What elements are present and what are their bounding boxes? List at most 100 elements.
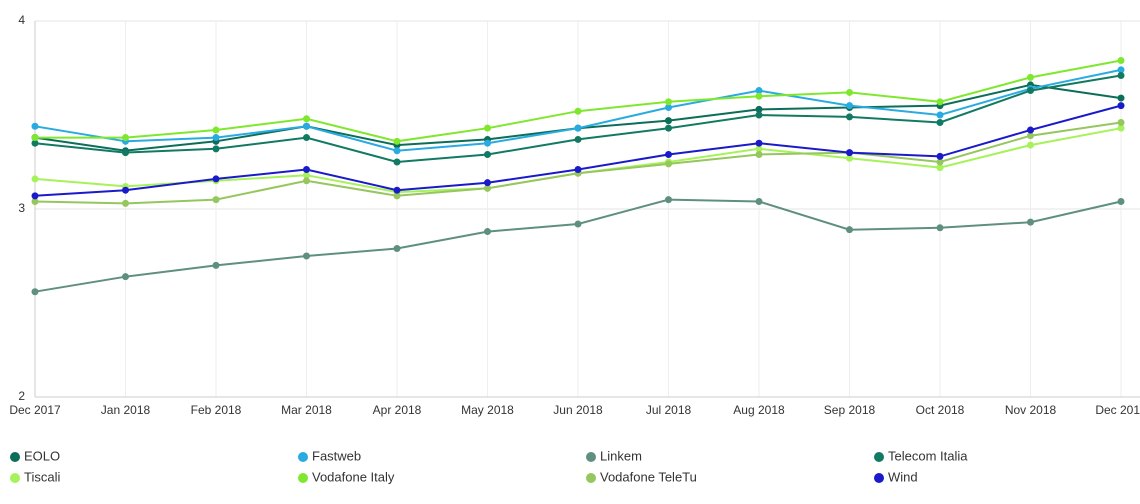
x-tick-label: Dec 2018 [1095,403,1140,417]
data-point [31,197,39,205]
data-point [1027,141,1034,149]
data-point [665,103,672,111]
y-tick-label: 4 [18,13,25,27]
legend-label[interactable]: Linkem [600,448,642,463]
data-point [484,184,491,192]
data-point [31,122,39,130]
data-point [846,226,853,234]
data-point [393,192,401,200]
y-tick-label: 2 [18,389,25,403]
legend-marker[interactable] [586,473,596,483]
data-point [665,98,672,106]
data-point [393,158,401,166]
data-point [122,273,129,281]
data-point [303,177,310,185]
data-point [1027,132,1034,140]
data-point [936,111,944,119]
data-point [484,150,491,158]
data-point [212,126,220,134]
data-point [31,288,39,296]
data-point [1117,66,1125,74]
data-point [1117,119,1125,127]
legend-marker[interactable] [298,452,308,462]
legend-marker[interactable] [874,473,884,483]
legend-marker[interactable] [874,452,884,462]
data-point [212,134,220,142]
x-tick-label: Oct 2018 [916,403,965,417]
x-tick-label: Jul 2018 [646,403,692,417]
data-point [665,160,672,168]
data-point [1027,126,1034,134]
x-tick-label: May 2018 [461,403,514,417]
legend-marker[interactable] [298,473,308,483]
data-point [665,196,672,204]
x-tick-label: Apr 2018 [373,403,422,417]
data-point [31,175,39,183]
x-tick-label: Mar 2018 [281,403,332,417]
data-point [484,228,491,236]
data-point [212,261,220,269]
data-point [755,105,763,113]
data-point [755,87,763,95]
legend-marker[interactable] [586,452,596,462]
data-point [1117,102,1125,110]
legend-marker[interactable] [10,473,20,483]
legend-label[interactable]: Vodafone TeleTu [600,469,697,484]
x-tick-label: Feb 2018 [191,403,242,417]
data-point [1117,124,1125,132]
x-tick-label: Jun 2018 [553,403,603,417]
data-point [31,192,39,200]
data-point [303,252,310,260]
y-tick-label: 3 [18,201,25,215]
data-point [393,137,401,145]
data-point [1117,72,1125,80]
data-point [846,102,853,110]
data-point [212,196,220,204]
data-point [665,117,672,125]
data-point [31,134,39,142]
data-point [303,115,310,123]
data-point [574,220,582,228]
data-point [665,124,672,132]
data-point [31,139,39,147]
data-point [755,145,763,153]
data-point [846,149,853,157]
data-point [212,175,220,183]
data-point [303,122,310,130]
data-point [1027,87,1034,95]
data-point [755,197,763,205]
data-point [393,244,401,252]
data-point [303,134,310,142]
data-point [846,113,853,121]
data-point [1027,73,1034,81]
data-point [665,150,672,158]
data-point [936,164,944,172]
data-point [936,119,944,127]
legend-label[interactable]: Tiscali [24,469,60,484]
x-tick-label: Dec 2017 [9,403,61,417]
x-tick-label: Jan 2018 [101,403,151,417]
data-point [122,149,129,157]
data-point [846,154,853,162]
data-point [574,166,582,174]
data-point [755,139,763,147]
data-point [393,147,401,155]
legend-label[interactable]: Vodafone Italy [312,469,395,484]
data-point [122,186,129,194]
legend-label[interactable]: Wind [888,469,918,484]
data-point [1027,218,1034,226]
legend-marker[interactable] [10,452,20,462]
data-point [574,135,582,143]
data-point [122,134,129,142]
legend-label[interactable]: EOLO [24,448,60,463]
data-point [574,107,582,115]
data-point [936,158,944,166]
data-point [122,199,129,207]
legend-label[interactable]: Fastweb [312,448,361,463]
data-point [755,150,763,158]
data-point [936,98,944,106]
data-point [484,139,491,147]
data-point [755,92,763,100]
legend-label[interactable]: Telecom Italia [888,448,968,463]
